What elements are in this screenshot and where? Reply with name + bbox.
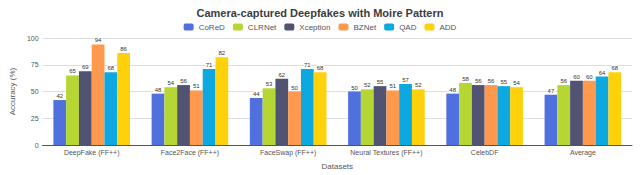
svg-text:25: 25 (31, 115, 39, 122)
svg-text:53: 53 (266, 81, 273, 87)
svg-text:CoReD: CoReD (199, 23, 225, 32)
svg-text:56: 56 (560, 78, 567, 84)
svg-text:100: 100 (27, 35, 39, 42)
svg-text:Average: Average (570, 149, 596, 157)
svg-text:55: 55 (377, 79, 384, 85)
svg-text:54: 54 (513, 80, 520, 86)
svg-text:56: 56 (488, 78, 495, 84)
svg-text:60: 60 (573, 74, 580, 80)
svg-text:52: 52 (364, 82, 371, 88)
svg-text:71: 71 (206, 62, 213, 68)
svg-text:48: 48 (155, 87, 162, 93)
svg-text:Xception: Xception (299, 23, 330, 32)
svg-text:Datasets: Datasets (322, 162, 354, 171)
svg-text:Accuracy (%): Accuracy (%) (8, 67, 17, 115)
svg-text:68: 68 (108, 65, 115, 71)
svg-text:65: 65 (69, 68, 76, 74)
svg-text:48: 48 (449, 87, 456, 93)
svg-text:60: 60 (586, 74, 593, 80)
svg-text:55: 55 (500, 79, 507, 85)
svg-text:86: 86 (120, 46, 127, 52)
svg-text:57: 57 (402, 77, 409, 83)
svg-text:71: 71 (304, 62, 311, 68)
svg-text:94: 94 (95, 37, 102, 43)
svg-text:58: 58 (462, 76, 469, 82)
svg-text:42: 42 (56, 93, 63, 99)
svg-text:47: 47 (548, 88, 555, 94)
svg-text:52: 52 (415, 82, 422, 88)
svg-text:0: 0 (35, 142, 39, 149)
svg-text:56: 56 (475, 78, 482, 84)
svg-text:BZNet: BZNet (353, 23, 376, 32)
svg-text:FaceSwap (FF++): FaceSwap (FF++) (260, 149, 316, 157)
svg-text:62: 62 (278, 72, 285, 78)
svg-text:56: 56 (180, 78, 187, 84)
svg-text:68: 68 (611, 65, 618, 71)
svg-text:82: 82 (219, 50, 226, 56)
svg-text:44: 44 (253, 91, 260, 97)
svg-text:CLRNet: CLRNet (248, 23, 277, 32)
svg-text:Neural Textures (FF++): Neural Textures (FF++) (350, 149, 422, 157)
svg-text:CelebDF: CelebDF (471, 149, 499, 156)
svg-text:QAD: QAD (399, 23, 417, 32)
svg-text:69: 69 (82, 64, 89, 70)
svg-text:50: 50 (351, 85, 358, 91)
svg-text:68: 68 (317, 65, 324, 71)
svg-text:75: 75 (31, 61, 39, 68)
svg-text:51: 51 (389, 83, 396, 89)
svg-text:64: 64 (599, 70, 606, 76)
svg-text:DeepFake (FF++): DeepFake (FF++) (64, 149, 120, 157)
svg-text:54: 54 (167, 80, 174, 86)
svg-text:50: 50 (291, 85, 298, 91)
svg-text:50: 50 (31, 88, 39, 95)
svg-text:ADD: ADD (439, 23, 456, 32)
svg-text:Camera-captured Deepfakes with: Camera-captured Deepfakes with Moire Pat… (197, 7, 444, 19)
svg-text:51: 51 (193, 83, 200, 89)
svg-text:Face2Face (FF++): Face2Face (FF++) (161, 149, 219, 157)
